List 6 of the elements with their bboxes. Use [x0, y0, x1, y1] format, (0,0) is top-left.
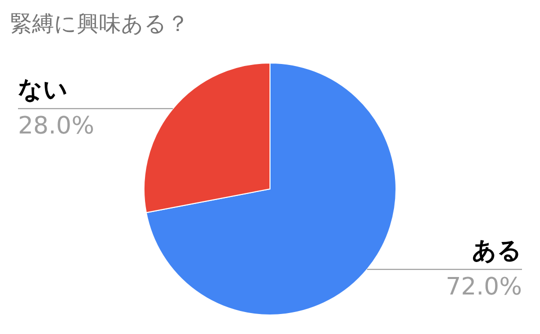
slice-label: ある — [472, 236, 522, 264]
slice-label: ない — [18, 76, 68, 104]
data-label: 72.0% — [446, 272, 522, 300]
data-label: 28.0% — [18, 112, 94, 140]
chart-title: 緊縛に興味ある？ — [10, 12, 189, 37]
pie-slice — [146, 62, 396, 316]
